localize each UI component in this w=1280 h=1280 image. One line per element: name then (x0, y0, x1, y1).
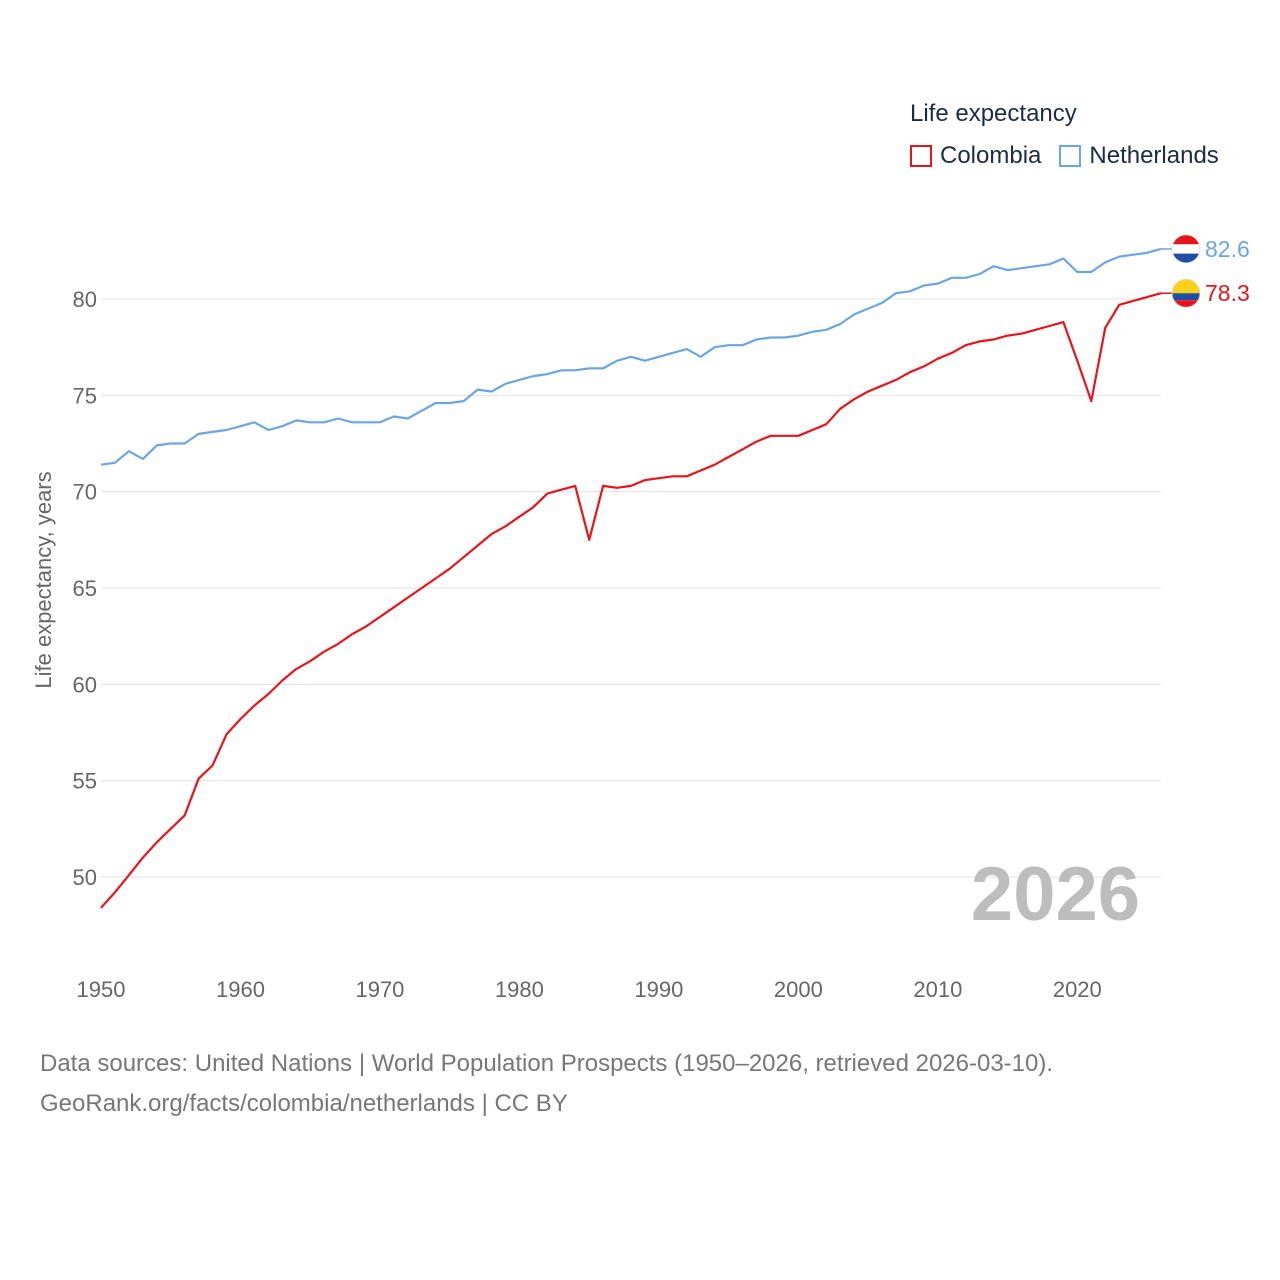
end-markers: 78.3 82.6 (1161, 234, 1250, 308)
y-tick-60: 60 (73, 672, 97, 697)
end-label-colombia: 78.3 (1205, 280, 1250, 306)
legend-item-colombia[interactable]: Colombia (910, 142, 1041, 170)
current-year-label: 2026 (971, 852, 1140, 937)
grid-lines (101, 298, 1161, 878)
x-tick-1950: 1950 (77, 977, 126, 1002)
y-tick-70: 70 (73, 480, 97, 505)
legend: Colombia Netherlands (910, 142, 1237, 170)
legend-label-netherlands: Netherlands (1089, 142, 1219, 169)
x-tick-labels: 1950 1960 1970 1980 1990 2000 2010 2020 (77, 977, 1102, 1002)
series-line-colombia (100, 292, 1162, 909)
flag-netherlands-icon (1171, 234, 1201, 264)
y-axis-label: Life expectancy, years (31, 471, 56, 688)
y-tick-labels: 50 55 60 65 70 75 80 (73, 287, 97, 890)
y-tick-75: 75 (73, 383, 97, 408)
footer-attribution[interactable]: GeoRank.org/facts/colombia/netherlands |… (40, 1090, 568, 1117)
y-tick-65: 65 (73, 576, 97, 601)
legend-swatch-netherlands (1059, 145, 1082, 167)
x-tick-2020: 2020 (1053, 977, 1102, 1002)
x-tick-1980: 1980 (495, 977, 544, 1002)
end-label-netherlands: 82.6 (1205, 236, 1250, 262)
x-tick-1960: 1960 (216, 977, 265, 1002)
legend-swatch-colombia (910, 145, 932, 167)
x-tick-1990: 1990 (634, 977, 683, 1002)
y-tick-55: 55 (73, 769, 97, 794)
series-lines (100, 247, 1162, 909)
y-tick-80: 80 (73, 287, 97, 312)
legend-item-netherlands[interactable]: Netherlands (1059, 142, 1219, 170)
x-tick-1970: 1970 (355, 977, 404, 1002)
footer-sources: Data sources: United Nations | World Pop… (40, 1050, 1054, 1077)
x-tick-2000: 2000 (774, 977, 823, 1002)
y-tick-50: 50 (73, 865, 97, 890)
flag-colombia-icon (1171, 278, 1201, 308)
series-line-netherlands (100, 247, 1162, 466)
x-tick-2010: 2010 (913, 977, 962, 1002)
life-expectancy-chart: 50 55 60 65 70 75 80 1950 1960 1970 1980 1990 2000 2… (31, 234, 1250, 1002)
footer: Data sources: United Nations | World Pop… (40, 1044, 1053, 1124)
legend-label-colombia: Colombia (940, 142, 1042, 169)
legend-title: Life expectancy (910, 100, 1077, 127)
